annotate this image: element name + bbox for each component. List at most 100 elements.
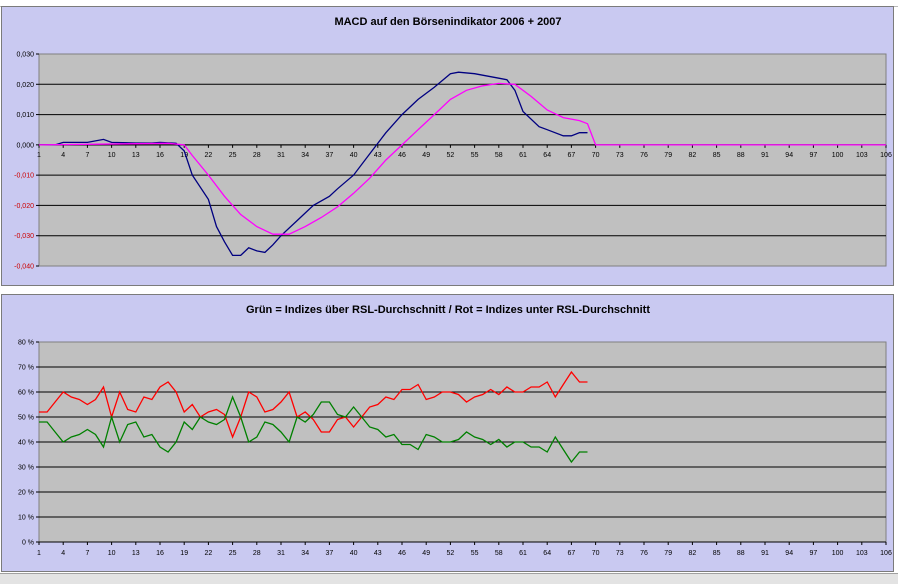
y-tick-label: 40 % bbox=[18, 440, 34, 447]
status-bar bbox=[0, 573, 898, 584]
x-tick-label: 97 bbox=[810, 152, 818, 159]
x-tick-label: 91 bbox=[761, 152, 769, 159]
x-tick-label: 19 bbox=[180, 550, 188, 557]
x-tick-label: 49 bbox=[422, 550, 430, 557]
x-tick-label: 55 bbox=[471, 152, 479, 159]
x-tick-label: 13 bbox=[132, 152, 140, 159]
x-tick-label: 16 bbox=[156, 152, 164, 159]
x-tick-label: 16 bbox=[156, 550, 164, 557]
y-tick-label: 80 % bbox=[18, 340, 34, 347]
y-tick-label: 70 % bbox=[18, 365, 34, 372]
x-tick-label: 46 bbox=[398, 550, 406, 557]
x-tick-label: 34 bbox=[301, 550, 309, 557]
x-tick-label: 85 bbox=[713, 550, 721, 557]
x-tick-label: 10 bbox=[108, 550, 116, 557]
x-tick-label: 49 bbox=[422, 152, 430, 159]
x-tick-label: 58 bbox=[495, 550, 503, 557]
x-tick-label: 94 bbox=[785, 550, 793, 557]
x-tick-label: 67 bbox=[568, 152, 576, 159]
x-tick-label: 58 bbox=[495, 152, 503, 159]
macd-chart-title: MACD auf den Börsenindikator 2006 + 2007 bbox=[334, 16, 561, 28]
x-tick-label: 55 bbox=[471, 550, 479, 557]
x-tick-label: 100 bbox=[832, 550, 844, 557]
series-line-1 bbox=[39, 71, 588, 257]
x-tick-label: 64 bbox=[543, 152, 551, 159]
y-tick-label: 30 % bbox=[18, 465, 34, 472]
x-tick-label: 85 bbox=[713, 152, 721, 159]
x-tick-label: 31 bbox=[277, 152, 285, 159]
x-tick-label: 106 bbox=[880, 550, 892, 557]
x-tick-label: 4 bbox=[61, 550, 65, 557]
x-tick-label: 103 bbox=[856, 550, 868, 557]
series-line-2 bbox=[39, 395, 588, 464]
x-tick-label: 94 bbox=[785, 152, 793, 159]
y-tick-label: 0,010 bbox=[16, 112, 34, 119]
x-tick-label: 19 bbox=[180, 152, 188, 159]
x-tick-label: 43 bbox=[374, 550, 382, 557]
x-tick-label: 61 bbox=[519, 152, 527, 159]
x-tick-label: 34 bbox=[301, 152, 309, 159]
y-tick-label: 0,000 bbox=[16, 142, 34, 149]
x-tick-label: 64 bbox=[543, 550, 551, 557]
x-tick-label: 76 bbox=[640, 152, 648, 159]
rsl-chart-panel: Grün = Indizes über RSL-Durchschnitt / R… bbox=[1, 294, 894, 572]
x-tick-label: 25 bbox=[229, 152, 237, 159]
x-tick-label: 22 bbox=[205, 550, 213, 557]
x-tick-label: 79 bbox=[664, 550, 672, 557]
x-tick-label: 37 bbox=[326, 550, 334, 557]
x-tick-label: 67 bbox=[568, 550, 576, 557]
x-tick-label: 1 bbox=[37, 550, 41, 557]
plot-area bbox=[38, 53, 887, 267]
x-tick-label: 52 bbox=[447, 550, 455, 557]
x-tick-label: 10 bbox=[108, 152, 116, 159]
x-tick-label: 103 bbox=[856, 152, 868, 159]
rsl-chart-title: Grün = Indizes über RSL-Durchschnitt / R… bbox=[246, 304, 650, 316]
series-line-2 bbox=[38, 82, 886, 235]
y-tick-label: 0 % bbox=[22, 540, 34, 547]
x-tick-label: 70 bbox=[592, 152, 600, 159]
y-tick-label: -0,040 bbox=[14, 264, 34, 271]
x-tick-label: 82 bbox=[689, 152, 697, 159]
y-tick-label: 20 % bbox=[18, 490, 34, 497]
x-tick-label: 73 bbox=[616, 550, 624, 557]
x-tick-label: 100 bbox=[832, 152, 844, 159]
y-tick-label: 0,020 bbox=[16, 82, 34, 89]
x-tick-label: 22 bbox=[205, 152, 213, 159]
macd-chart-panel: MACD auf den Börsenindikator 2006 + 2007… bbox=[1, 6, 894, 286]
x-tick-label: 97 bbox=[810, 550, 818, 557]
rsl-chart: Grün = Indizes über RSL-Durchschnitt / R… bbox=[18, 304, 892, 557]
x-tick-label: 73 bbox=[616, 152, 624, 159]
y-tick-label: 0,030 bbox=[16, 52, 34, 59]
x-tick-label: 106 bbox=[880, 152, 892, 159]
x-tick-label: 25 bbox=[229, 550, 237, 557]
x-tick-label: 40 bbox=[350, 550, 358, 557]
x-tick-label: 7 bbox=[85, 550, 89, 557]
y-tick-label: 60 % bbox=[18, 390, 34, 397]
macd-chart: MACD auf den Börsenindikator 2006 + 2007… bbox=[14, 16, 892, 271]
x-tick-label: 88 bbox=[737, 152, 745, 159]
x-tick-label: 91 bbox=[761, 550, 769, 557]
y-tick-label: 10 % bbox=[18, 515, 34, 522]
x-tick-label: 70 bbox=[592, 550, 600, 557]
y-tick-label: -0,020 bbox=[14, 203, 34, 210]
y-tick-label: 50 % bbox=[18, 415, 34, 422]
x-tick-label: 28 bbox=[253, 550, 261, 557]
y-tick-label: -0,030 bbox=[14, 233, 34, 240]
x-tick-label: 28 bbox=[253, 152, 261, 159]
x-tick-label: 82 bbox=[689, 550, 697, 557]
y-tick-label: -0,010 bbox=[14, 173, 34, 180]
series-line-1 bbox=[39, 370, 588, 439]
x-tick-label: 61 bbox=[519, 550, 527, 557]
x-tick-label: 40 bbox=[350, 152, 358, 159]
x-tick-label: 43 bbox=[374, 152, 382, 159]
x-tick-label: 13 bbox=[132, 550, 140, 557]
x-tick-label: 52 bbox=[447, 152, 455, 159]
x-tick-label: 1 bbox=[37, 152, 41, 159]
x-tick-label: 76 bbox=[640, 550, 648, 557]
x-tick-label: 7 bbox=[85, 152, 89, 159]
x-tick-label: 37 bbox=[326, 152, 334, 159]
x-tick-label: 31 bbox=[277, 550, 285, 557]
x-tick-label: 46 bbox=[398, 152, 406, 159]
x-tick-label: 79 bbox=[664, 152, 672, 159]
x-tick-label: 4 bbox=[61, 152, 65, 159]
